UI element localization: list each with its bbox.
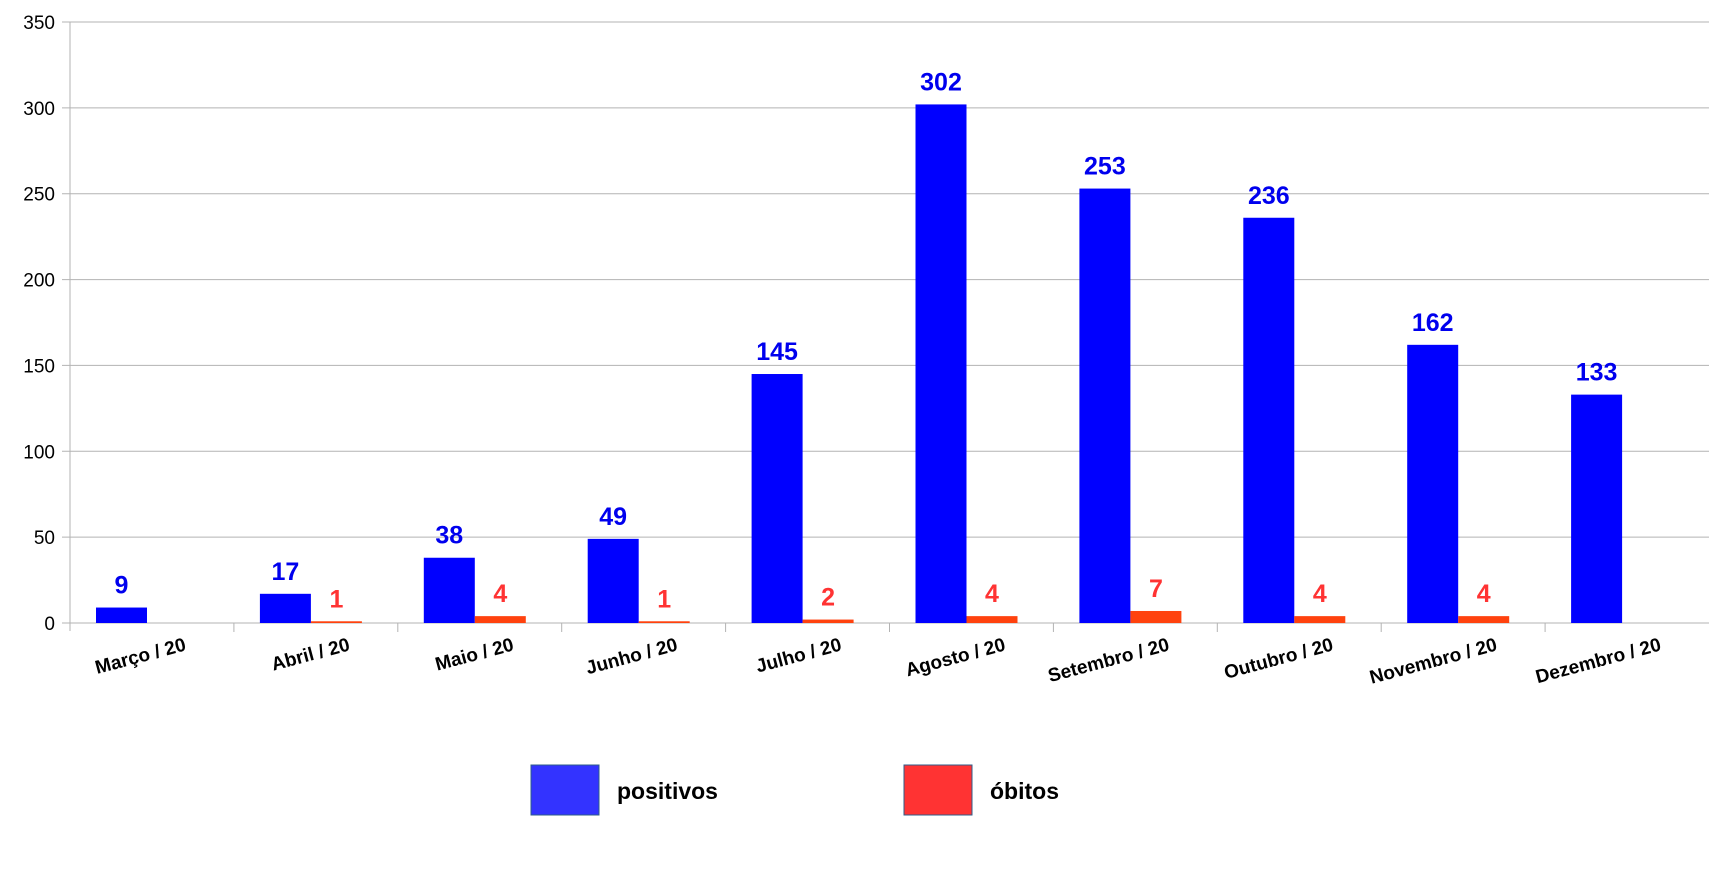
data-label: 17 <box>271 558 299 586</box>
bar-obitos <box>638 621 690 623</box>
data-label: 4 <box>1477 580 1491 608</box>
bar-obitos <box>310 621 362 623</box>
bar-positivos <box>1571 394 1623 623</box>
y-tick-label: 0 <box>44 614 55 635</box>
y-tick-label: 300 <box>23 99 55 120</box>
y-tick-label: 150 <box>23 356 55 377</box>
data-label: 2 <box>821 584 835 612</box>
bar-positivos <box>751 374 803 623</box>
data-label: 38 <box>435 522 463 550</box>
bar-obitos <box>1130 610 1182 623</box>
legend-label: óbitos <box>990 778 1059 804</box>
data-label: 302 <box>920 68 962 96</box>
x-category-label: Agosto / 20 <box>903 635 1007 682</box>
bar-obitos <box>1294 616 1346 623</box>
bar-obitos <box>474 616 526 623</box>
bar-obitos <box>802 619 854 623</box>
bar-positivos <box>587 538 639 623</box>
y-axis: 0 50 100 150 200 250 300 350 <box>23 13 71 635</box>
x-category-label: Julho / 20 <box>754 635 844 678</box>
data-label: 4 <box>493 580 507 608</box>
data-label: 1 <box>657 585 671 613</box>
data-label: 49 <box>599 503 627 531</box>
x-category-label: Novembro / 20 <box>1368 635 1500 689</box>
y-tick-label: 100 <box>23 442 55 463</box>
data-label: 9 <box>115 572 129 600</box>
x-category-label: Dezembro / 20 <box>1533 635 1663 689</box>
bar-positivos <box>915 104 967 624</box>
bar-positivos <box>1243 217 1295 624</box>
legend-label: positivos <box>617 778 718 804</box>
y-tick-label: 250 <box>23 185 55 206</box>
data-label: 7 <box>1149 575 1163 603</box>
data-label: 236 <box>1248 182 1290 210</box>
y-tick-label: 50 <box>34 528 55 549</box>
bar-obitos <box>966 616 1018 623</box>
data-labels: 9 17 1 38 4 49 1 145 2 302 4 253 7 236 4 162 4 133 <box>115 68 1618 613</box>
legend: positivos óbitos <box>530 764 1059 816</box>
x-category-label: Maio / 20 <box>433 635 516 676</box>
data-label: 4 <box>985 580 999 608</box>
x-axis: Março / 20 Abril / 20 Maio / 20 Junho / 20 J… <box>93 623 1663 689</box>
x-category-label: Junho / 20 <box>584 635 680 680</box>
x-category-label: Março / 20 <box>93 635 188 679</box>
data-label: 145 <box>756 338 798 366</box>
data-label: 4 <box>1313 580 1327 608</box>
legend-swatch <box>903 764 973 816</box>
bars <box>96 104 1623 624</box>
bar-positivos <box>1407 344 1459 623</box>
bar-positivos <box>96 607 147 623</box>
x-category-label: Outubro / 20 <box>1222 635 1336 684</box>
y-tick-label: 200 <box>23 271 55 292</box>
x-category-label: Abril / 20 <box>269 635 352 676</box>
data-label: 253 <box>1084 153 1126 181</box>
data-label: 162 <box>1412 309 1454 337</box>
data-label: 133 <box>1576 359 1618 387</box>
bar-positivos <box>1079 188 1131 623</box>
bar-obitos <box>1458 616 1510 623</box>
y-tick-label: 350 <box>23 13 55 34</box>
bar-positivos <box>423 557 475 623</box>
gridlines <box>62 21 1709 624</box>
legend-swatch <box>530 764 600 816</box>
bar-positivos <box>259 593 311 623</box>
data-label: 1 <box>329 585 343 613</box>
x-category-label: Setembro / 20 <box>1046 635 1172 688</box>
